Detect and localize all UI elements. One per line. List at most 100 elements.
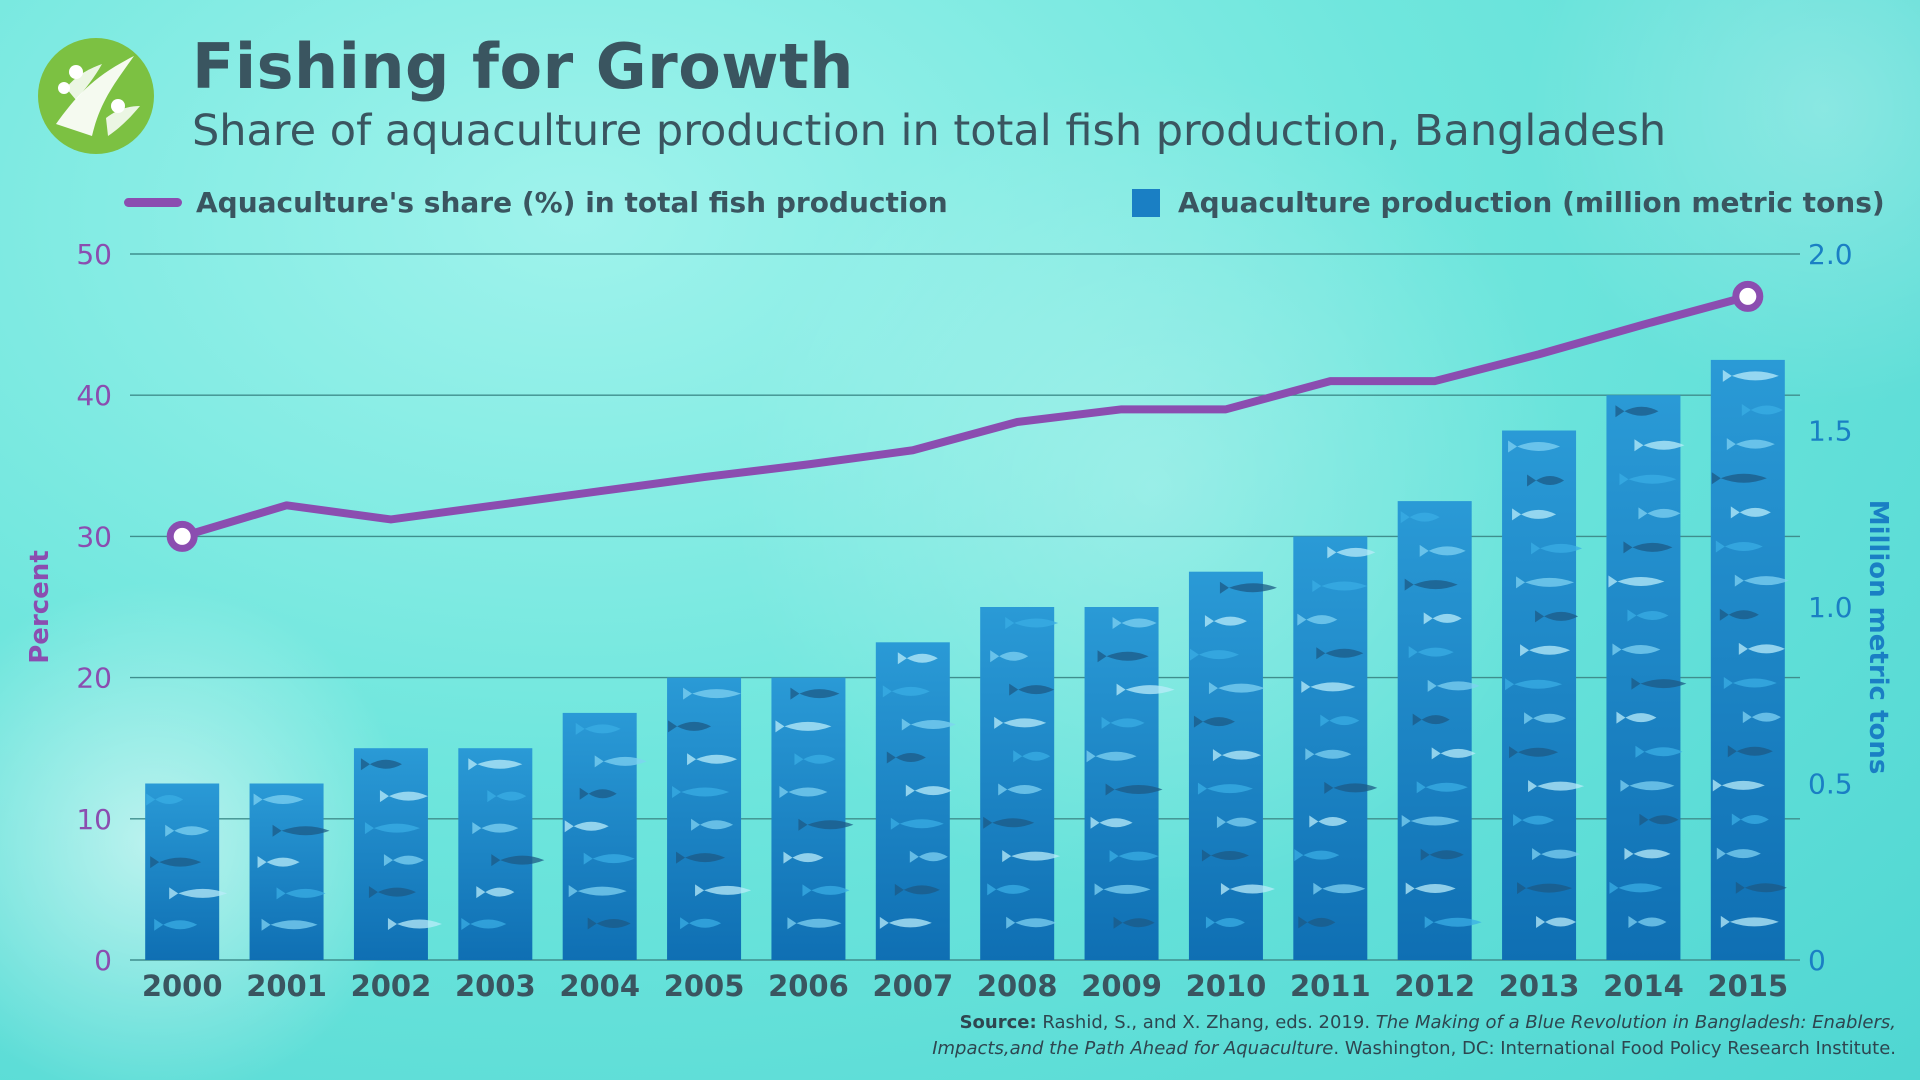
bar-fish-decoration xyxy=(798,818,854,831)
right-axis-tick-label: 2.0 xyxy=(1808,238,1853,271)
bar-fish-decoration xyxy=(1193,715,1235,728)
x-axis-tick-label: 2000 xyxy=(142,969,223,1003)
left-axis-tick-label: 50 xyxy=(76,238,112,271)
bar-fish-decoration xyxy=(1201,849,1249,862)
bar-fish-decoration xyxy=(1716,847,1761,860)
bar-fish-decoration xyxy=(594,755,647,768)
bar-fish-decoration xyxy=(1505,678,1563,691)
bar-fish-decoration xyxy=(1512,508,1557,521)
x-axis-tick-label: 2014 xyxy=(1603,969,1684,1003)
bar-fish-decoration xyxy=(1727,745,1773,758)
bar-fish-decoration xyxy=(1116,683,1175,696)
bar-fish-decoration xyxy=(1730,506,1771,519)
bar-fish-decoration xyxy=(1204,615,1247,628)
x-axis-tick-label: 2009 xyxy=(1081,969,1162,1003)
legend-item-production: Aquaculture production (million metric t… xyxy=(1132,186,1885,219)
bar-fish-decoration xyxy=(1735,881,1787,894)
x-axis-tick-label: 2003 xyxy=(455,969,536,1003)
bar-fish-decoration xyxy=(1631,677,1687,690)
bar-fish-decoration xyxy=(879,916,932,929)
left-axis-title: Percent xyxy=(25,550,55,664)
x-axis-tick-label: 2002 xyxy=(351,969,432,1003)
bar-fish-decoration xyxy=(1711,472,1767,485)
bar-fish-decoration xyxy=(1624,847,1671,860)
bar-fish-decoration xyxy=(691,818,734,831)
bar-fish-decoration xyxy=(1722,369,1779,382)
bar-fish-decoration xyxy=(1404,578,1458,591)
bar xyxy=(1710,359,1785,960)
bar-fish-decoration xyxy=(890,817,944,830)
bar-fish-decoration xyxy=(1731,813,1769,826)
bar-fish-decoration xyxy=(1400,511,1440,524)
bar-fish-decoration xyxy=(1528,780,1585,793)
bar-fish-decoration xyxy=(680,917,722,930)
bar-fish-decoration xyxy=(1420,848,1464,861)
bar xyxy=(1188,571,1263,960)
bar-fish-decoration xyxy=(1090,816,1133,829)
bar xyxy=(1606,395,1681,960)
bar-fish-decoration xyxy=(461,918,507,931)
bar-fish-decoration xyxy=(1219,581,1277,594)
bar-fish-decoration xyxy=(1105,783,1163,796)
bar-fish-decoration xyxy=(775,720,832,733)
bar-fish-decoration xyxy=(1212,749,1261,762)
x-axis-tick-label: 2005 xyxy=(664,969,745,1003)
bar-fish-decoration xyxy=(579,787,617,800)
bar-fish-decoration xyxy=(1086,750,1137,763)
source-book-title-2: Impacts,and the Path Ahead for Aquacultu… xyxy=(932,1038,1334,1059)
bar-fish-decoration xyxy=(1742,711,1781,724)
bar-fish-decoration xyxy=(790,687,840,700)
bar-fish-decoration xyxy=(1305,748,1352,761)
line-endpoint-marker xyxy=(166,520,198,552)
bar-fish-decoration xyxy=(987,883,1031,896)
bar-fish-decoration xyxy=(802,884,850,897)
bar-fish-decoration xyxy=(1524,712,1567,725)
bar xyxy=(145,783,220,960)
bar-fish-decoration xyxy=(1113,916,1155,929)
bar-fish-decoration xyxy=(1520,644,1571,657)
bar-fish-decoration xyxy=(990,650,1029,663)
bar-fish-decoration xyxy=(1509,746,1559,759)
bar xyxy=(980,607,1055,960)
bar-fish-decoration xyxy=(1324,781,1378,794)
bar-fish-decoration xyxy=(476,886,515,899)
left-axis-tick-label: 0 xyxy=(94,944,112,977)
bar-fish-decoration xyxy=(1741,404,1783,417)
bar-fish-decoration xyxy=(1734,574,1789,587)
bar xyxy=(458,748,533,960)
source-authors: Rashid, S., and X. Zhang, eds. 2019. xyxy=(1036,1012,1376,1033)
bar-fish-decoration xyxy=(587,917,631,930)
legend-bar-swatch xyxy=(1132,188,1160,217)
x-axis-tick-label: 2001 xyxy=(246,969,327,1003)
bar-fish-decoration xyxy=(1719,608,1759,621)
bar-fish-decoration xyxy=(1002,850,1061,863)
bar-fish-decoration xyxy=(1527,474,1565,487)
source-note: Source: Rashid, S., and X. Zhang, eds. 2… xyxy=(896,1010,1896,1062)
legend-label-share: Aquaculture's share (%) in total fish pr… xyxy=(196,186,948,219)
bar-fish-decoration xyxy=(364,822,420,835)
bar-fish-decoration xyxy=(1009,683,1055,696)
bar-fish-decoration xyxy=(1738,642,1785,655)
bar-fish-decoration xyxy=(1532,848,1581,861)
bar xyxy=(1084,607,1159,960)
x-axis-tick-label: 2012 xyxy=(1394,969,1475,1003)
bar-fish-decoration xyxy=(272,824,330,837)
x-axis-tick-label: 2007 xyxy=(872,969,953,1003)
bar-fish-decoration xyxy=(1628,915,1667,928)
x-axis-tick-label: 2015 xyxy=(1707,969,1788,1003)
bar-fish-decoration xyxy=(672,786,730,798)
legend-label-production: Aquaculture production (million metric t… xyxy=(1178,186,1885,219)
source-publisher: . Washington, DC: International Food Pol… xyxy=(1333,1038,1896,1059)
bar-fish-decoration xyxy=(368,886,416,899)
bar-fish-decoration xyxy=(1109,850,1159,863)
bar-fish-decoration xyxy=(146,793,184,806)
bar-fish-decoration xyxy=(683,687,742,700)
right-axis-title: Million metric tons xyxy=(1863,500,1893,775)
bar-fish-decoration xyxy=(1638,507,1681,520)
bar-fish-decoration xyxy=(1516,576,1575,589)
bar-fish-decoration xyxy=(1616,711,1657,724)
bar-fish-decoration xyxy=(1412,713,1450,726)
x-axis-tick-label: 2011 xyxy=(1290,969,1371,1003)
bar-fish-decoration xyxy=(1431,747,1476,760)
bar-fish-decoration xyxy=(897,652,938,665)
